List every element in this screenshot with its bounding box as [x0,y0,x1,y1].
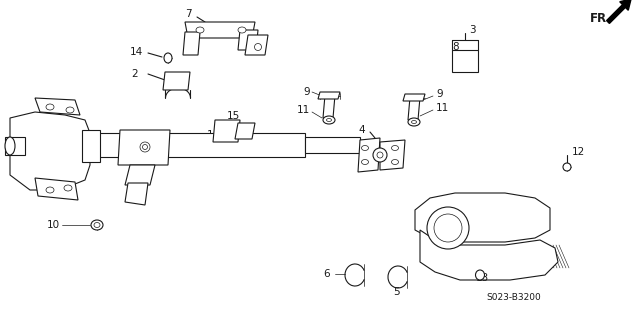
Polygon shape [5,137,25,155]
Polygon shape [163,72,190,90]
Ellipse shape [434,214,462,242]
Polygon shape [420,230,558,280]
Ellipse shape [164,53,172,63]
Polygon shape [35,178,78,200]
Text: 4: 4 [358,125,365,135]
Polygon shape [125,165,155,185]
Text: 8: 8 [452,42,460,52]
Polygon shape [318,92,340,99]
Text: 13: 13 [476,273,488,283]
Polygon shape [235,123,255,139]
Text: 14: 14 [130,47,143,57]
Ellipse shape [238,27,246,33]
Ellipse shape [46,104,54,110]
Ellipse shape [563,163,571,171]
Ellipse shape [326,118,332,122]
Text: 5: 5 [394,287,400,297]
Polygon shape [125,183,148,205]
Text: FR.: FR. [590,11,612,25]
Ellipse shape [323,116,335,124]
Polygon shape [35,98,80,115]
Text: 12: 12 [572,147,585,157]
Polygon shape [90,133,305,157]
Polygon shape [380,140,405,170]
Text: 10: 10 [47,220,60,230]
Text: 15: 15 [227,111,239,121]
Text: 9: 9 [303,87,310,97]
Polygon shape [82,130,100,162]
Text: 2: 2 [131,69,138,79]
Ellipse shape [373,148,387,162]
Ellipse shape [46,187,54,193]
Text: 1: 1 [207,130,213,140]
Polygon shape [323,95,335,118]
Polygon shape [185,22,255,38]
Ellipse shape [66,107,74,113]
Ellipse shape [140,142,150,152]
Text: 7: 7 [186,9,192,19]
Polygon shape [238,30,258,50]
Text: 3: 3 [469,25,476,35]
Polygon shape [415,193,550,242]
Polygon shape [10,112,90,190]
Text: 11: 11 [436,103,449,113]
Text: S023-B3200: S023-B3200 [486,293,541,302]
Polygon shape [305,137,360,153]
Ellipse shape [64,185,72,191]
Ellipse shape [476,270,484,280]
Polygon shape [118,130,170,165]
Ellipse shape [377,152,383,158]
Bar [452,50,478,72]
FancyArrow shape [607,0,631,23]
Ellipse shape [91,220,103,230]
Polygon shape [358,138,380,172]
Polygon shape [403,94,425,101]
Text: 9: 9 [436,89,443,99]
Ellipse shape [94,222,100,227]
Ellipse shape [392,145,399,151]
Polygon shape [245,35,268,55]
Text: 11: 11 [297,105,310,115]
Ellipse shape [362,145,369,151]
Ellipse shape [362,160,369,165]
Ellipse shape [196,27,204,33]
Text: 6: 6 [323,269,330,279]
Polygon shape [408,97,420,120]
Polygon shape [183,32,200,55]
Ellipse shape [255,43,262,50]
Ellipse shape [427,207,469,249]
Ellipse shape [143,145,147,150]
Ellipse shape [5,137,15,155]
Ellipse shape [412,121,417,123]
Polygon shape [213,120,240,142]
Ellipse shape [392,160,399,165]
Ellipse shape [408,118,420,126]
